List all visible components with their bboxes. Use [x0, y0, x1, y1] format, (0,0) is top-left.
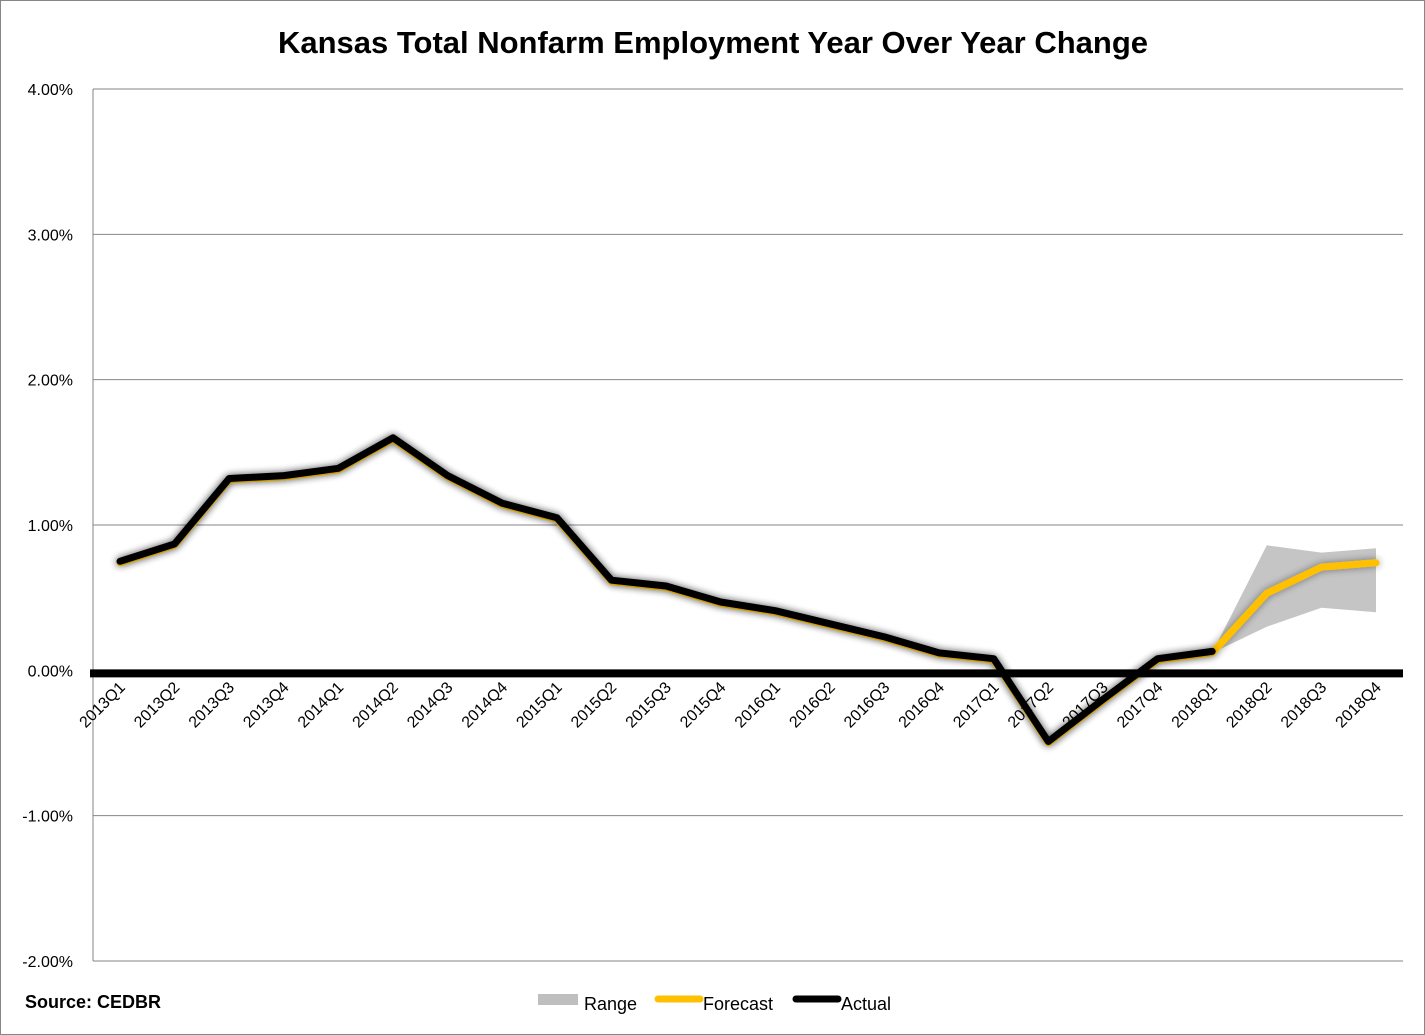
y-tick-label: 1.00%	[28, 518, 73, 535]
gridlines	[92, 88, 1403, 962]
x-tick-label: 2014Q4	[459, 679, 511, 731]
x-tick-label: 2014Q2	[350, 679, 402, 731]
x-tick-label: 2015Q2	[568, 679, 620, 731]
range-band	[1212, 545, 1376, 653]
y-tick-label: 2.00%	[28, 373, 73, 390]
x-tick-label: 2013Q4	[240, 679, 292, 731]
x-tick-label: 2018Q3	[1278, 679, 1330, 731]
x-tick-label: 2015Q1	[513, 679, 565, 731]
actual-line	[116, 434, 1216, 745]
legend: Range Forecast Actual	[538, 994, 891, 1014]
legend-swatch-range	[538, 994, 578, 1005]
x-tick-label: 2016Q2	[786, 679, 838, 731]
x-tick-label: 2014Q1	[295, 679, 347, 731]
legend-label-forecast: Forecast	[703, 994, 773, 1014]
y-tick-label: 4.00%	[28, 82, 73, 99]
x-tick-label: 2017Q3	[1060, 679, 1112, 731]
range-area	[1212, 545, 1376, 653]
x-tick-label: 2015Q4	[677, 679, 729, 731]
chart-title: Kansas Total Nonfarm Employment Year Ove…	[278, 25, 1148, 60]
legend-label-range: Range	[584, 994, 637, 1014]
x-tick-label: 2017Q1	[950, 679, 1002, 731]
x-tick-label: 2016Q3	[841, 679, 893, 731]
y-tick-label: -1.00%	[22, 809, 73, 826]
x-tick-label: 2016Q4	[896, 679, 948, 731]
x-tick-label: 2013Q2	[131, 679, 183, 731]
x-tick-label: 2018Q4	[1333, 679, 1385, 731]
series-lines	[116, 434, 1380, 747]
y-tick-label: -2.00%	[22, 954, 73, 971]
legend-label-actual: Actual	[841, 994, 891, 1014]
x-tick-label: 2014Q3	[404, 679, 456, 731]
x-tick-label: 2016Q1	[732, 679, 784, 731]
y-tick-label: 0.00%	[28, 663, 73, 680]
x-tick-label: 2013Q3	[186, 679, 238, 731]
y-tick-label: 3.00%	[28, 227, 73, 244]
forecast-line	[116, 435, 1380, 747]
x-tick-label: 2015Q3	[623, 679, 675, 731]
x-tick-label: 2013Q1	[77, 679, 129, 731]
x-tick-label: 2018Q2	[1223, 679, 1275, 731]
x-tick-label: 2018Q1	[1169, 679, 1221, 731]
source-note: Source: CEDBR	[25, 992, 161, 1012]
y-axis-tick-labels: 4.00% 3.00% 2.00% 1.00% 0.00% -1.00% -2.00%	[22, 82, 73, 971]
x-axis-tick-labels: 2013Q1 2013Q2 2013Q3 2013Q4 2014Q1 2014Q2 2014…	[77, 679, 1385, 731]
